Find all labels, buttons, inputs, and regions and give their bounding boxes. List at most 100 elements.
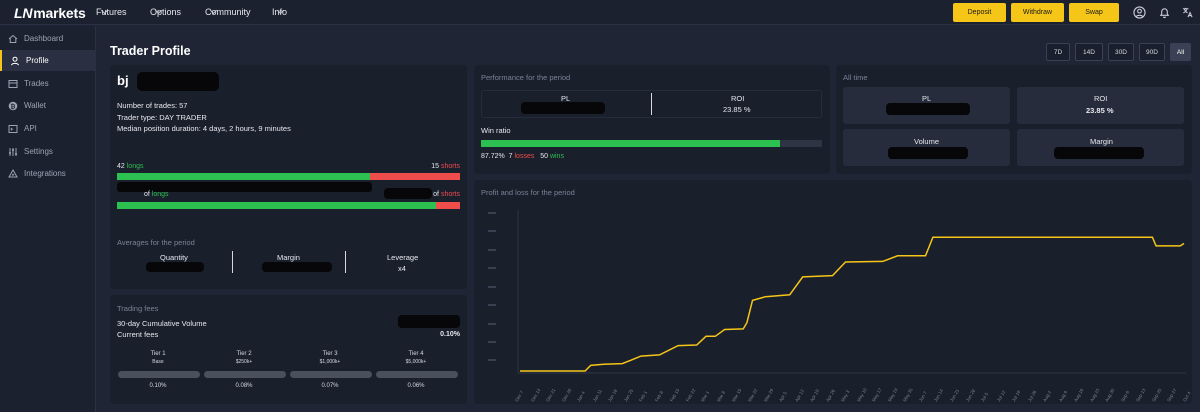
shorts-label: shorts <box>440 163 460 170</box>
win-ratio-label: Win ratio <box>481 126 511 135</box>
redacted-all-time-volume <box>888 147 968 159</box>
sidebar-item-profile[interactable]: Profile <box>0 50 96 71</box>
redacted-name <box>137 72 219 91</box>
tier-3-name: Tier 3 <box>322 351 338 357</box>
nav-community[interactable]: Community <box>205 6 251 17</box>
volume-label: 30-day Cumulative Volume <box>117 319 207 328</box>
current-fees-value: 0.10% <box>440 331 460 338</box>
redacted-quantity <box>146 262 204 272</box>
all-time-card: All time PL ROI 23.85 % Volume Margin <box>836 65 1192 174</box>
tier-1-req: Base <box>152 359 164 365</box>
period-all-button[interactable]: All <box>1170 43 1191 61</box>
deposit-button[interactable]: Deposit <box>953 3 1006 22</box>
all-time-pl-label: PL <box>922 94 932 103</box>
avg-quantity-label: Quantity <box>160 253 188 262</box>
tier-1-fee: 0.10% <box>149 383 167 389</box>
win-ratio-bar <box>481 140 822 147</box>
sidebar-item-label: Profile <box>26 56 49 65</box>
sidebar-item-label: Dashboard <box>24 34 64 43</box>
nav-futures-label: Futures <box>96 7 127 17</box>
shorts-count: 15 <box>431 163 439 170</box>
period-14d-button[interactable]: 14D <box>1075 43 1103 61</box>
tier-4-name: Tier 4 <box>408 351 424 357</box>
current-fees-label: Current fees <box>117 330 159 339</box>
account-icon[interactable] <box>1133 6 1146 19</box>
long-share-fill <box>117 173 370 180</box>
long-short-bar <box>117 173 460 180</box>
all-time-title: All time <box>843 73 868 82</box>
translate-icon[interactable] <box>1181 6 1194 19</box>
volume-long-share-fill <box>117 202 436 209</box>
sidebar-item-label: Wallet <box>24 101 46 110</box>
withdraw-button[interactable]: Withdraw <box>1011 3 1064 22</box>
performance-divider <box>651 93 652 115</box>
tier-3-track <box>290 371 372 378</box>
swap-button[interactable]: Swap <box>1069 3 1119 22</box>
performance-card: Performance for the period PL ROI 23.85 … <box>474 65 830 174</box>
performance-roi-value: 23.85 % <box>723 105 751 114</box>
user-icon <box>11 56 19 65</box>
sidebar-item-settings[interactable]: Settings <box>0 141 96 162</box>
pnl-chart[interactable] <box>474 180 1192 404</box>
tier-2-req: $250k+ <box>235 359 253 365</box>
logo[interactable]: LNmarkets <box>14 5 86 21</box>
svg-text:₿: ₿ <box>11 103 16 110</box>
row2-longs-text: longs <box>151 191 169 198</box>
sidebar-item-trades[interactable]: Trades <box>0 73 96 94</box>
bell-icon[interactable] <box>1158 6 1171 19</box>
period-7d-button[interactable]: 7D <box>1046 43 1070 61</box>
row2-longs-label: of longs <box>144 191 169 198</box>
logo-mark: LN <box>14 5 33 21</box>
sliders-icon <box>9 147 17 156</box>
trades-count: Number of trades: 57 <box>117 101 188 110</box>
period-30d-button[interactable]: 30D <box>1108 43 1134 61</box>
wins-label: wins <box>549 153 564 160</box>
nav-options-label: Options <box>150 7 182 17</box>
pnl-series-line <box>520 236 1185 372</box>
tier-3-fee: 0.07% <box>321 383 339 389</box>
nav-community-label: Community <box>205 7 251 17</box>
all-time-volume-label: Volume <box>914 137 940 146</box>
sidebar-item-wallet[interactable]: ₿ Wallet <box>0 95 96 116</box>
trading-fees-card: Trading fees 30-day Cumulative Volume Cu… <box>110 295 467 404</box>
period-90d-button[interactable]: 90D <box>1139 43 1165 61</box>
redacted-all-time-pl <box>886 103 970 115</box>
longs-count-label: 42 longs <box>117 163 143 170</box>
sidebar-item-label: Settings <box>24 147 53 156</box>
sidebar-item-dashboard[interactable]: Dashboard <box>0 28 96 49</box>
sidebar-item-label: Integrations <box>24 169 66 178</box>
all-time-roi-tile <box>1017 87 1184 124</box>
nav-options[interactable]: Options <box>150 6 181 17</box>
redacted-bar-label <box>117 182 372 192</box>
row2-shorts-text: shorts <box>440 191 460 198</box>
row2-shorts-prefix: of <box>433 191 439 198</box>
fees-title: Trading fees <box>117 304 159 313</box>
tier-1-name: Tier 1 <box>150 351 166 357</box>
all-time-roi-value: 23.85 % <box>1086 106 1114 115</box>
tier-2-fee: 0.08% <box>235 383 253 389</box>
home-icon <box>8 34 18 43</box>
avg-leverage-label: Leverage <box>387 253 419 262</box>
trader-type: Trader type: DAY TRADER <box>117 113 207 122</box>
performance-pl-label: PL <box>561 94 571 103</box>
redacted-shorts-value <box>384 188 432 199</box>
terminal-icon <box>8 124 18 133</box>
nav-futures[interactable]: Futures <box>96 6 127 17</box>
losses-count: 7 <box>508 153 513 160</box>
trader-name: bj <box>117 73 129 88</box>
nav-info[interactable]: Info <box>272 6 287 17</box>
tier-4-req: $5,000k+ <box>405 359 427 365</box>
sidebar-item-integrations[interactable]: Integrations <box>0 163 96 184</box>
sidebar-item-label: API <box>24 124 37 133</box>
averages-title: Averages for the period <box>117 238 195 247</box>
tier-4-fee: 0.06% <box>407 383 425 389</box>
tier-2-name: Tier 2 <box>236 351 252 357</box>
nav-info-label: Info <box>272 7 288 17</box>
integration-icon <box>8 168 18 177</box>
avg-margin-label: Margin <box>277 253 300 262</box>
volume-long-short-bar <box>117 202 460 209</box>
longs-label: longs <box>126 163 144 170</box>
sidebar-item-api[interactable]: API <box>0 118 96 139</box>
win-ratio-value: 87.72% <box>481 153 505 160</box>
list-icon <box>8 79 18 88</box>
